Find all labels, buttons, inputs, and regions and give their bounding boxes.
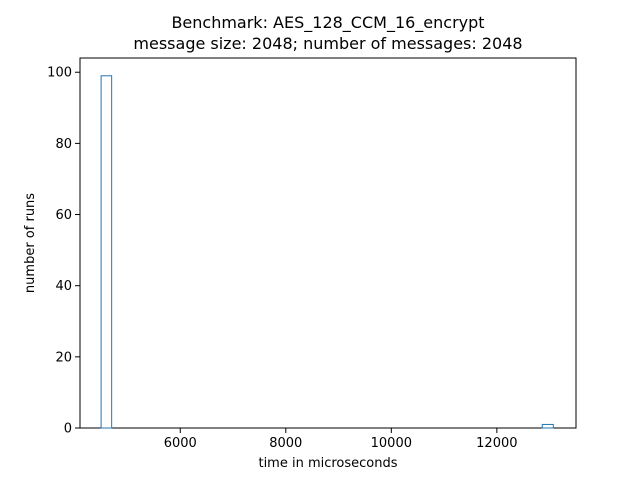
histogram-bar-0 xyxy=(100,75,113,429)
y-tick-label: 20 xyxy=(55,350,72,365)
y-axis-ticks: 0 20 40 60 80 100 xyxy=(47,66,80,437)
x-tick-label: 6000 xyxy=(164,436,197,451)
plot-frame xyxy=(79,57,577,429)
histogram-bar-1 xyxy=(541,423,554,429)
chart-title-line1: Benchmark: AES_128_CCM_16_encrypt xyxy=(171,13,484,33)
x-tick-label: 12000 xyxy=(476,436,517,451)
x-tick-label: 10000 xyxy=(371,436,412,451)
x-axis-label: time in microseconds xyxy=(258,456,397,471)
y-tick-label: 80 xyxy=(55,137,72,152)
chart-title-line2: message size: 2048; number of messages: … xyxy=(133,34,522,53)
y-axis-label: number of runs xyxy=(23,193,38,293)
y-tick-label: 60 xyxy=(55,208,72,223)
y-tick-label: 40 xyxy=(55,279,72,294)
bars-group xyxy=(100,75,554,429)
x-tick-label: 8000 xyxy=(269,436,302,451)
y-tick-label: 0 xyxy=(64,422,72,437)
y-tick-label: 100 xyxy=(47,66,72,81)
x-axis-ticks: 6000 8000 10000 12000 xyxy=(164,428,518,451)
